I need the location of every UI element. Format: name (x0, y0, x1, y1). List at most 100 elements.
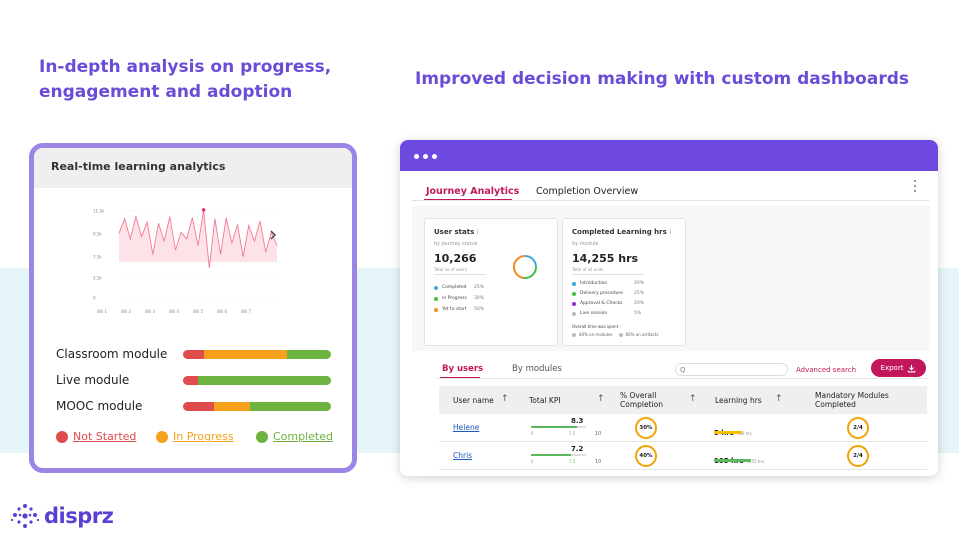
info-icon: i (476, 228, 479, 236)
bar-segment (214, 402, 250, 411)
export-label: Export (880, 364, 904, 372)
legend-in-progress[interactable]: In Progress (156, 430, 234, 443)
advanced-search-link[interactable]: Advanced search (796, 366, 857, 374)
highlight-point[interactable] (201, 208, 206, 212)
bar-segment (249, 402, 331, 411)
x-tick-label: Wk 7 (241, 309, 252, 314)
module-progress-bar (183, 402, 331, 411)
bar-segment (183, 350, 204, 359)
module-row-mooc: MOOC module (56, 399, 346, 417)
export-button[interactable]: Export (871, 359, 926, 377)
learning-hrs-subtitle: by module (572, 241, 599, 247)
legend-approval: Approval & Checks 20% (572, 301, 644, 306)
headline-dashboards: Improved decision making with custom das… (415, 69, 909, 89)
donut-slice (513, 255, 526, 279)
mandatory-ring: 2/4 (847, 417, 869, 439)
tab-journey-analytics[interactable]: Journey Analytics (426, 186, 520, 197)
tab-by-users[interactable]: By users (442, 364, 484, 374)
window-dot-icon (432, 154, 437, 159)
status-legend: Not Started In Progress Completed (56, 430, 346, 446)
legend-dot-icon (572, 311, 576, 316)
legend-yet-to-start: Yet to start 50% (434, 307, 484, 312)
bar-segment (183, 376, 198, 385)
subtabs-divider (436, 378, 928, 379)
col-learning-hrs[interactable]: Learning hrs (715, 396, 762, 405)
module-label: Live module (56, 373, 130, 387)
user-name-link[interactable]: Helene (453, 423, 480, 432)
kpi-fill (531, 426, 577, 428)
legend-label: Completed (273, 430, 333, 443)
table-row: Helene 8.3 0 7.5 10 30% 5 hrs/10 hrs 2/4 (439, 414, 927, 442)
module-label: Classroom module (56, 347, 168, 361)
legend-delivery: Delivery procedure 25% (572, 291, 644, 296)
learning-analytics-card: Real-time learning analytics 11.5k 9.5k 7.… (29, 143, 357, 473)
legend-not-started[interactable]: Not Started (56, 430, 136, 443)
dot-icon (618, 332, 623, 337)
legend-live-session: Live session 5% (572, 311, 641, 316)
sort-arrow-icon[interactable]: ↑ (775, 394, 783, 404)
completed-dot-icon (256, 430, 268, 443)
learning-hrs: 105 hrs/155 hrs (714, 457, 765, 465)
divider (434, 274, 486, 275)
y-tick-label: 11.5k (93, 209, 105, 214)
user-name-link[interactable]: Chris (453, 451, 473, 460)
kpi-value: 7.2 (571, 445, 584, 453)
card-title: Real-time learning analytics (34, 148, 352, 188)
bar-segment (286, 350, 331, 359)
donut-slice (523, 266, 537, 279)
learning-hrs-card: Completed Learning hrs i by module 14,25… (562, 218, 686, 346)
overall-time-split: 40% on modules 60% on artifacts (572, 332, 658, 337)
kpi-target: 7.5 (569, 431, 576, 436)
tab-by-modules[interactable]: By modules (512, 364, 562, 374)
kpi-min: 0 (531, 459, 534, 464)
table-header: User name ↑ Total KPI ↑ % Overall Comple… (439, 386, 927, 414)
not-started-dot-icon (56, 430, 68, 443)
legend-completed[interactable]: Completed (256, 430, 333, 443)
learning-hrs-bar (714, 431, 742, 434)
bar-segment (183, 402, 215, 411)
learning-hrs-bar (714, 459, 752, 462)
bar-segment (203, 350, 287, 359)
sort-arrow-icon[interactable]: ↑ (597, 394, 605, 404)
divider (572, 274, 644, 275)
x-tick-label: Wk 2 (121, 309, 132, 314)
module-label: MOOC module (56, 399, 143, 413)
col-user-name[interactable]: User name (453, 396, 494, 405)
kpi-min: 0 (531, 431, 534, 436)
legend-dot-icon (572, 281, 576, 286)
legend-dot-icon (572, 301, 576, 306)
x-tick-label: Wk 6 (217, 309, 228, 314)
legend-label: In Progress (173, 430, 234, 443)
kpi-gauge: 8.3 0 7.5 10 (531, 417, 606, 439)
legend-label: Not Started (73, 430, 137, 443)
more-options-icon[interactable] (914, 180, 918, 192)
legend-introduction: Introduction 20% (572, 281, 644, 286)
col-total-kpi[interactable]: Total KPI (529, 396, 561, 405)
legend-dot-icon (434, 307, 438, 312)
legend-dot-icon (434, 296, 438, 301)
series-line (118, 209, 278, 269)
tab-completion-overview[interactable]: Completion Overview (536, 186, 639, 197)
user-stats-subtitle: by journey status (434, 241, 478, 247)
module-row-classroom: Classroom module (56, 347, 346, 365)
disprz-logo-icon (10, 504, 40, 528)
col-overall-completion[interactable]: % Overall Completion (620, 391, 663, 409)
module-progress-bar (183, 350, 331, 359)
learning-line-chart: 11.5k 9.5k 7.5k 5.5k 0 Wk 1 Wk 2 Wk 3 Wk 4 Wk 5 Wk… (93, 208, 278, 314)
search-input[interactable]: Q (675, 363, 788, 376)
completion-ring: 30% (635, 417, 657, 439)
total-users-value: 10,266 (434, 252, 477, 265)
stats-panel: User stats i by journey status 10,266 To… (412, 206, 930, 351)
y-tick-label: 5.5k (93, 276, 102, 281)
learning-hrs-caption: Total of all units (572, 267, 604, 272)
user-stats-card: User stats i by journey status 10,266 To… (424, 218, 558, 346)
col-mandatory-modules[interactable]: Mandatory Modules Completed (815, 391, 889, 409)
total-users-caption: Total no of users (434, 267, 467, 272)
legend-completed: Completed 25% (434, 285, 484, 290)
chevron-right-icon[interactable] (270, 230, 276, 240)
learning-hrs-title: Completed Learning hrs i (572, 228, 672, 236)
module-progress-bar (183, 376, 331, 385)
kpi-value: 8.3 (571, 417, 584, 425)
sort-arrow-icon[interactable]: ↑ (689, 394, 697, 404)
sort-arrow-icon[interactable]: ↑ (501, 394, 509, 404)
